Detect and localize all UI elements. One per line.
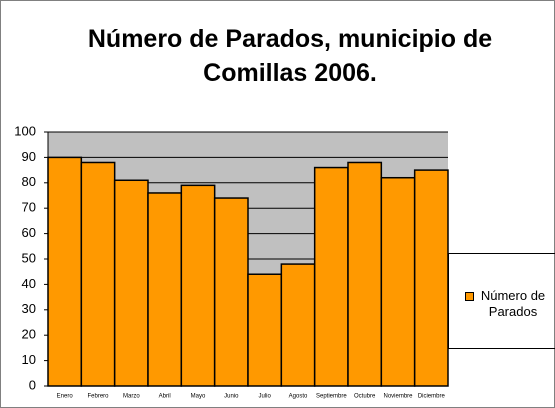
x-tick-label: Junio — [224, 394, 239, 400]
legend-label: Número de Parados — [480, 288, 546, 319]
x-tick-label: Mayo — [191, 394, 206, 400]
bar — [47, 156, 83, 387]
bar — [347, 161, 383, 387]
bar — [147, 192, 183, 387]
y-tick-label: 90 — [22, 149, 36, 164]
x-tick-label: Noviembre — [383, 394, 413, 400]
y-tick-label: 60 — [22, 225, 36, 240]
y-tick-label: 30 — [22, 301, 36, 316]
x-tick-label: Febrero — [87, 394, 109, 400]
chart-title: Número de Parados, municipio de Comillas… — [87, 25, 493, 87]
y-tick-label: 50 — [22, 250, 36, 265]
x-tick-label: Octubre — [354, 394, 376, 400]
bar — [313, 166, 349, 387]
bar — [113, 179, 149, 387]
y-tick-label: 80 — [22, 174, 36, 189]
y-tick-label: 0 — [29, 377, 36, 392]
bar — [247, 273, 283, 387]
y-tick-label: 20 — [22, 327, 36, 342]
x-tick-label: Diciembre — [418, 394, 446, 400]
x-tick-label: Agosto — [289, 394, 308, 400]
bar — [413, 169, 449, 387]
x-tick-label: Julio — [258, 394, 271, 400]
x-tick-label: Enero — [57, 394, 74, 400]
bar — [280, 263, 316, 387]
x-tick-label: Abril — [159, 394, 171, 400]
legend: Número de Parados — [448, 253, 555, 349]
legend-swatch — [465, 292, 474, 301]
x-tick-label: Septiembre — [316, 394, 347, 400]
y-tick-label: 100 — [14, 123, 36, 138]
bar — [180, 184, 216, 387]
y-tick-label: 40 — [22, 276, 36, 291]
y-tick-label: 10 — [22, 352, 36, 367]
bar — [80, 161, 116, 387]
bar — [380, 176, 416, 387]
y-tick-label: 70 — [22, 200, 36, 215]
x-tick-label: Marzo — [123, 394, 140, 400]
bar — [213, 197, 249, 387]
